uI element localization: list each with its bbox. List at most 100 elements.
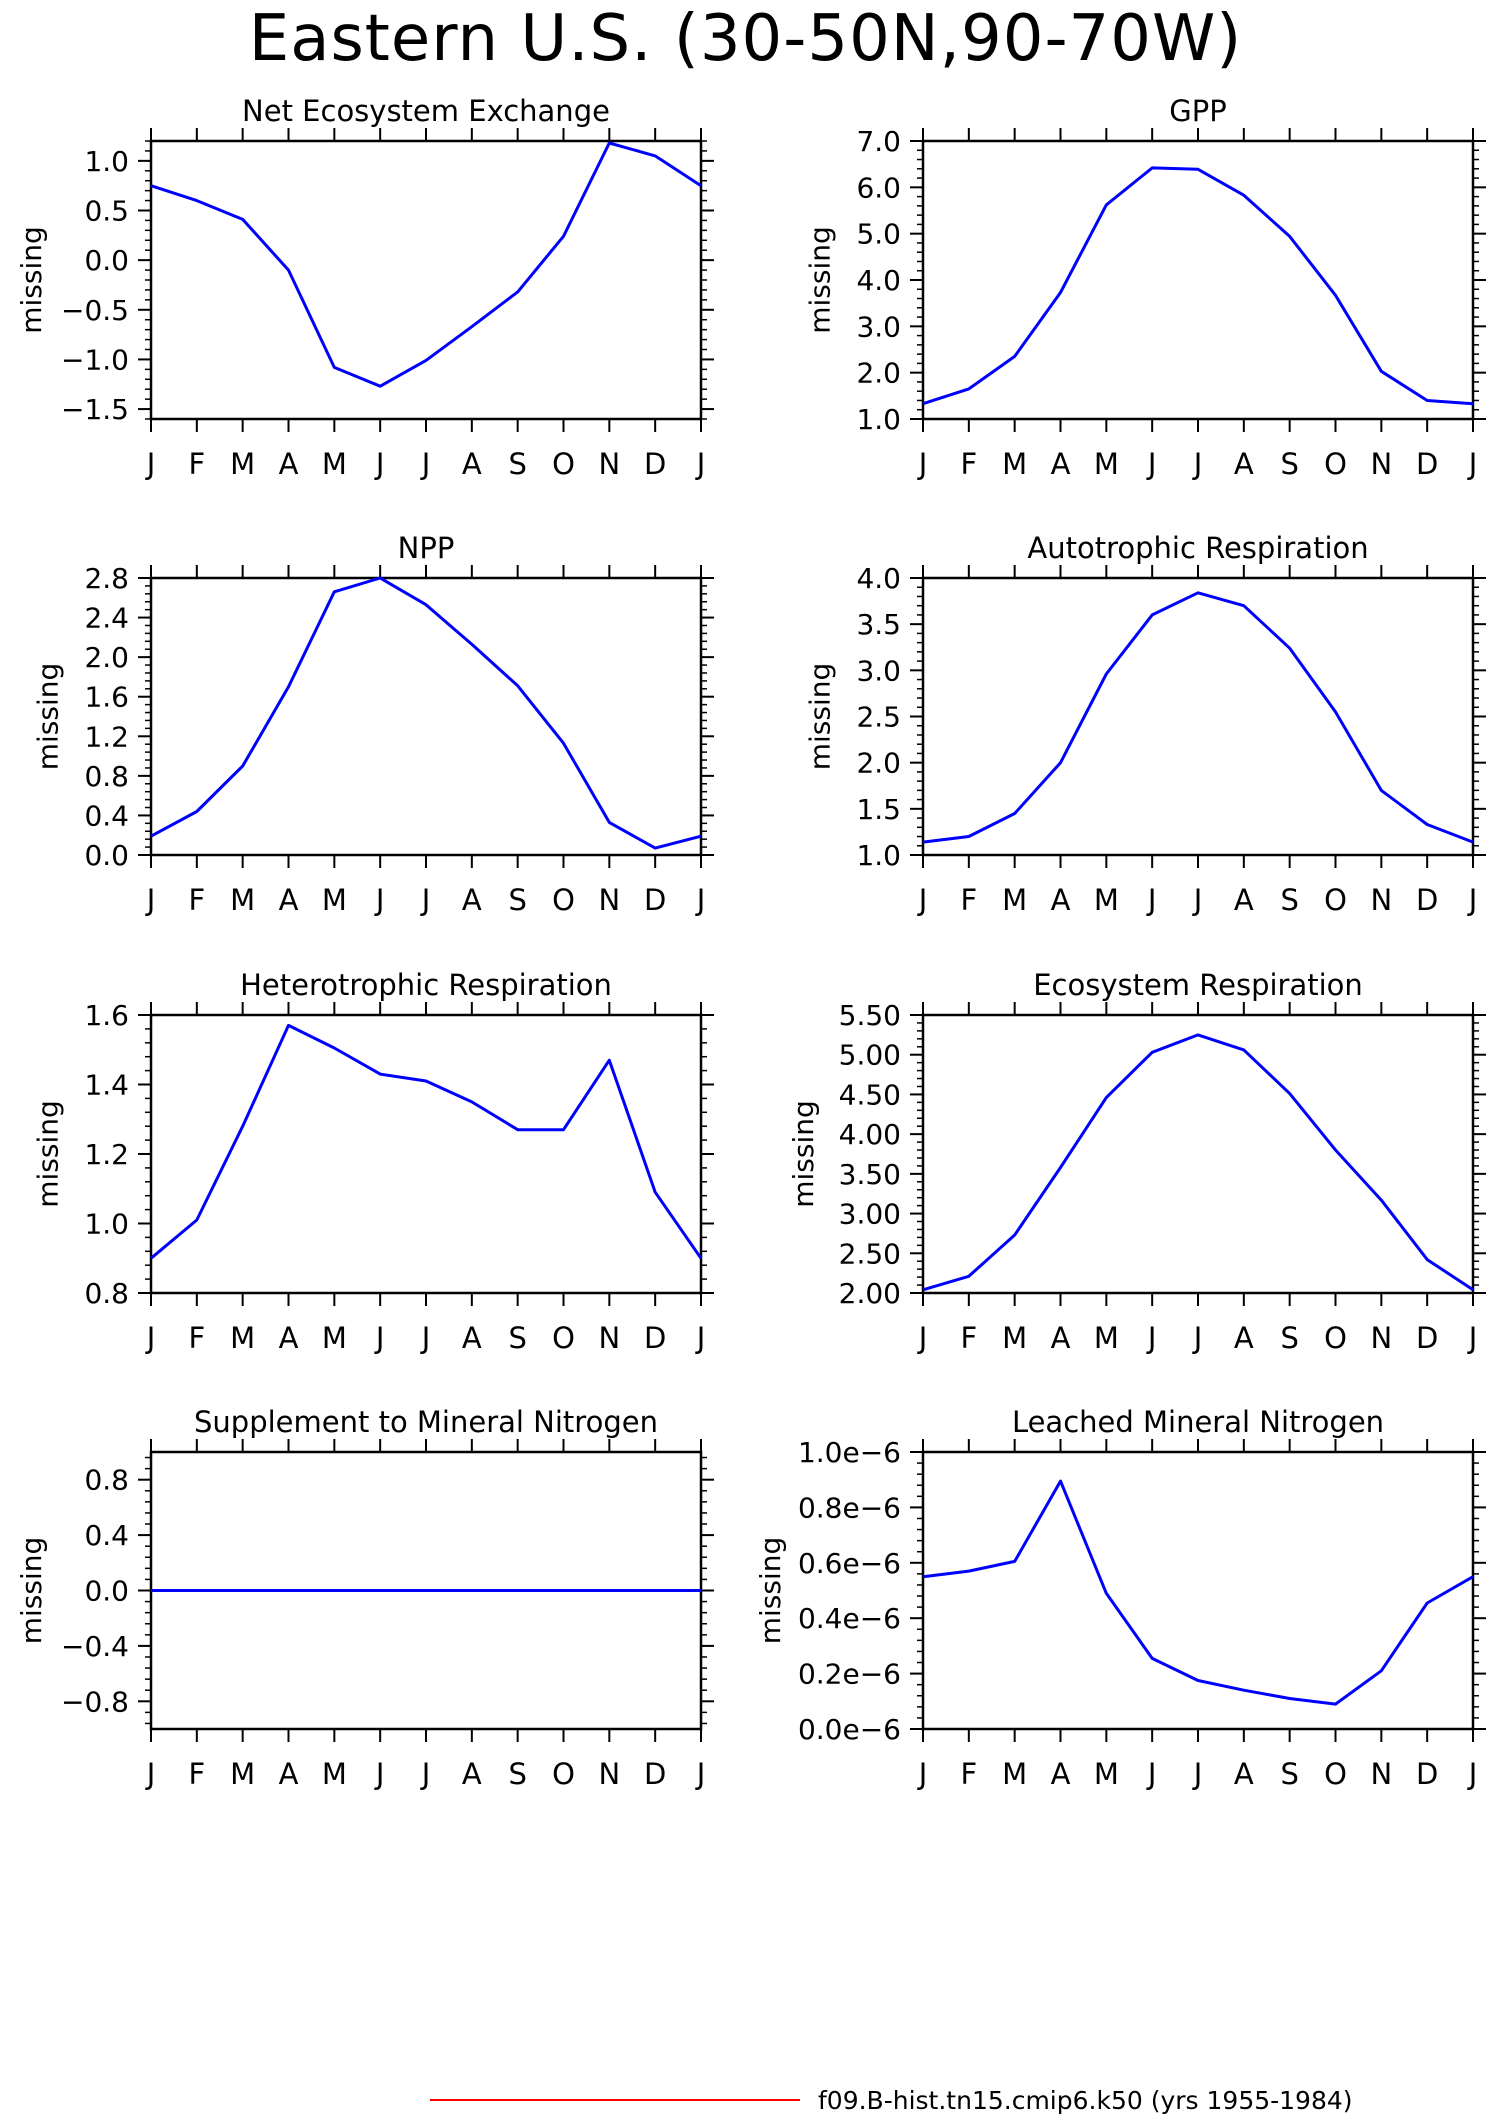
legend: f09.B-hist.tn15.cmip6.k50 (yrs 1955-1984… <box>430 2086 1353 2115</box>
y-tick-label: 0.4e−6 <box>798 1602 901 1635</box>
y-tick-label: 0.2e−6 <box>798 1658 901 1691</box>
x-tick-label: J <box>1192 1321 1203 1355</box>
x-tick-label: N <box>598 447 620 481</box>
y-tick-label: 4.0 <box>856 562 901 595</box>
y-tick-label: 2.5 <box>856 701 901 734</box>
x-tick-label: A <box>1051 447 1071 481</box>
y-tick-label: 0.8e−6 <box>798 1491 901 1524</box>
x-tick-label: M <box>322 883 347 917</box>
y-tick-label: 1.0 <box>84 1208 129 1241</box>
x-tick-label: O <box>1324 447 1347 481</box>
y-tick-label: −1.5 <box>61 393 129 426</box>
y-axis-label: missing <box>15 226 48 334</box>
x-tick-label: O <box>552 1757 575 1791</box>
x-tick-label: J <box>695 1321 706 1355</box>
y-tick-label: 2.8 <box>84 562 129 595</box>
x-tick-label: D <box>1416 883 1438 917</box>
x-tick-label: J <box>1192 447 1203 481</box>
y-tick-label: 1.0e−6 <box>798 1436 901 1469</box>
x-tick-label: M <box>1002 1757 1027 1791</box>
x-tick-label: F <box>188 447 205 481</box>
x-tick-label: J <box>420 883 431 917</box>
panel-title: NPP <box>398 531 455 565</box>
legend-label: f09.B-hist.tn15.cmip6.k50 (yrs 1955-1984… <box>818 2086 1353 2115</box>
panel-7: J F M A M J J A S O N D J−0.8−0.40.00.40.8Supplement… <box>15 1405 714 1791</box>
y-tick-label: 0.4 <box>84 1519 129 1552</box>
x-tick-label: A <box>1051 1757 1071 1791</box>
x-tick-label: M <box>1002 1321 1027 1355</box>
y-tick-label: 1.5 <box>856 793 901 826</box>
y-tick-label: −0.8 <box>61 1685 129 1718</box>
x-tick-label: A <box>1234 447 1254 481</box>
y-ticks: 0.0 0.4 0.8 1.2 1.6 2.0 2.4 2.8 <box>84 562 714 872</box>
y-ticks: 0.8 1.0 1.2 1.4 1.6 <box>84 999 714 1310</box>
x-tick-label: S <box>508 1757 526 1791</box>
x-tick-label: S <box>1280 447 1298 481</box>
y-ticks: −0.8 −0.4 0.0 0.4 0.8 <box>61 1456 714 1725</box>
x-tick-label: S <box>508 447 526 481</box>
y-tick-label: 2.0 <box>856 357 901 390</box>
panel-4: J F M A M J J A S O N D J1.01.52.02.53.03.54.0Autotr… <box>804 531 1486 917</box>
y-tick-label: 5.0 <box>856 218 901 251</box>
series-line <box>150 1023 703 1260</box>
x-tick-label: M <box>322 1757 347 1791</box>
x-tick-label: J <box>1146 883 1157 917</box>
y-ticks: 2.00 2.50 3.00 3.50 4.00 4.50 5.00 5.50 <box>839 999 1486 1310</box>
x-tick-label: O <box>1324 883 1347 917</box>
y-tick-label: 0.8 <box>84 1277 129 1310</box>
x-tick-label: N <box>1370 1321 1392 1355</box>
x-tick-label: J <box>374 1321 385 1355</box>
x-tick-label: J <box>374 1757 385 1791</box>
x-tick-label: A <box>1234 883 1254 917</box>
y-tick-label: 5.50 <box>839 999 901 1032</box>
panel-title: Ecosystem Respiration <box>1033 968 1363 1002</box>
x-tick-label: J <box>917 1321 928 1355</box>
x-tick-label: J <box>1467 883 1478 917</box>
x-tick-label: D <box>644 883 666 917</box>
panel-title: GPP <box>1169 94 1226 128</box>
y-tick-label: 0.0e−6 <box>798 1713 901 1746</box>
x-tick-label: D <box>1416 1321 1438 1355</box>
y-axis-label: missing <box>32 1100 65 1208</box>
panel-6: J F M A M J J A S O N D J2.002.503.003.504.004.505.0… <box>787 968 1486 1355</box>
x-tick-label: J <box>917 1757 928 1791</box>
panel-2: J F M A M J J A S O N D J1.02.03.04.05.06.07.0GPPmis… <box>804 94 1486 481</box>
x-tick-label: J <box>420 1757 431 1791</box>
x-tick-label: J <box>695 1757 706 1791</box>
x-tick-label: N <box>1370 883 1392 917</box>
y-tick-label: 1.0 <box>856 839 901 872</box>
series-line <box>922 1033 1474 1292</box>
y-axis-label: missing <box>804 226 837 334</box>
y-tick-label: 1.6 <box>84 999 129 1032</box>
x-tick-label: F <box>188 883 205 917</box>
x-tick-label: J <box>1146 1321 1157 1355</box>
x-tick-label: J <box>1192 883 1203 917</box>
x-tick-label: F <box>960 1321 977 1355</box>
y-tick-label: 4.0 <box>856 264 901 297</box>
y-tick-label: 1.2 <box>84 720 129 753</box>
y-tick-label: 3.0 <box>856 310 901 343</box>
y-tick-label: 2.50 <box>839 1237 901 1270</box>
y-tick-label: 7.0 <box>856 125 901 158</box>
x-tick-label: J <box>1146 1757 1157 1791</box>
x-tick-label: J <box>917 447 928 481</box>
x-tick-label: M <box>1094 447 1119 481</box>
y-axis-label: missing <box>754 1537 787 1645</box>
series-line <box>922 591 1474 844</box>
y-tick-label: 2.0 <box>856 747 901 780</box>
x-tick-label: M <box>1094 1757 1119 1791</box>
x-tick-label: F <box>960 1757 977 1791</box>
plot-frame <box>921 576 1475 857</box>
plot-frame <box>921 1450 1475 1731</box>
x-tick-label: S <box>1280 1757 1298 1791</box>
x-tick-label: J <box>145 447 156 481</box>
x-tick-label: O <box>552 883 575 917</box>
panel-3: J F M A M J J A S O N D J0.00.40.81.21.62.02.42.8NPP… <box>32 531 714 917</box>
x-tick-label: J <box>695 447 706 481</box>
y-tick-label: 3.00 <box>839 1198 901 1231</box>
